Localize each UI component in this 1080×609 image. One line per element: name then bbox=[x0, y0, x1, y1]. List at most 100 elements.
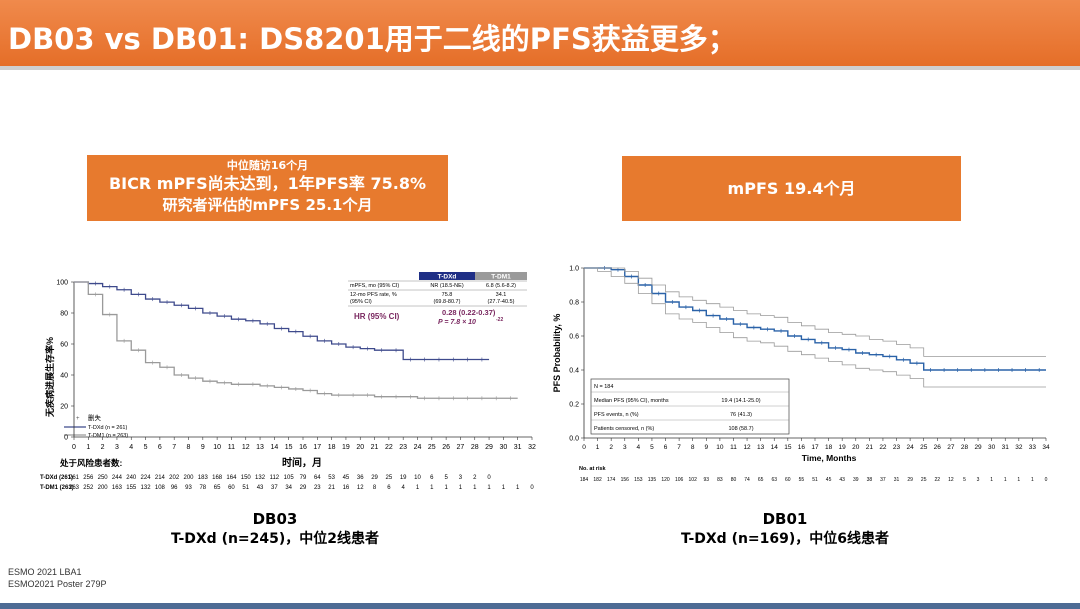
risk-table-title: No. at risk bbox=[579, 466, 607, 472]
x-tick-label: 25 bbox=[428, 444, 436, 451]
caption-db01-name: DB01 bbox=[762, 510, 808, 528]
x-tick-label: 17 bbox=[313, 444, 321, 451]
x-tick-label: 21 bbox=[866, 444, 874, 451]
x-tick-label: 17 bbox=[811, 444, 819, 451]
risk-value: 0 bbox=[487, 475, 491, 481]
risk-value: 244 bbox=[112, 475, 123, 481]
header-bar: DB03 vs DB01: DS8201用于二线的PFS获益更多； bbox=[0, 0, 1080, 70]
risk-value: 37 bbox=[271, 485, 278, 491]
risk-value: 65 bbox=[214, 485, 221, 491]
x-tick-label: 1 bbox=[596, 444, 600, 451]
series-line-estimate bbox=[584, 267, 1046, 371]
risk-value: 1 bbox=[430, 485, 434, 491]
x-tick-label: 11 bbox=[730, 444, 737, 451]
x-tick-label: 2 bbox=[101, 444, 105, 451]
x-tick-label: 9 bbox=[704, 444, 708, 451]
risk-value: 21 bbox=[328, 485, 335, 491]
x-tick-label: 28 bbox=[961, 444, 969, 451]
x-tick-label: 15 bbox=[784, 444, 792, 451]
risk-value: 3 bbox=[977, 477, 980, 483]
caption-db01-desc: T-DXd (n=169)，中位6线患者 bbox=[680, 531, 890, 547]
x-tick-label: 15 bbox=[285, 444, 293, 451]
x-tick-label: 31 bbox=[514, 444, 522, 451]
stats-box: N = 184 Median PFS (95% CI), months 19.4… bbox=[590, 378, 790, 435]
risk-value: 39 bbox=[853, 477, 859, 483]
risk-value: 0 bbox=[1045, 477, 1048, 483]
risk-value: 150 bbox=[241, 475, 252, 481]
risk-value: 163 bbox=[112, 485, 123, 491]
risk-value: 135 bbox=[648, 477, 657, 483]
x-tick-label: 18 bbox=[328, 444, 336, 451]
y-axis-label: PFS Probability, % bbox=[552, 314, 562, 393]
risk-value: 93 bbox=[704, 477, 710, 483]
stats-table: T-DXd T-DM1 mPFS, mo (95% CI) NR (18.5-N… bbox=[348, 272, 527, 326]
y-tick-label: 100 bbox=[56, 280, 68, 287]
y-tick-label: 1.0 bbox=[569, 266, 579, 273]
risk-value: 51 bbox=[812, 477, 818, 483]
risk-value: 51 bbox=[242, 485, 249, 491]
hr-label: HR (95% CI) bbox=[354, 312, 400, 321]
bottom-bar bbox=[0, 603, 1080, 609]
legend-label-tdm1: T-DM1 (n = 263) bbox=[88, 433, 128, 439]
x-tick-label: 8 bbox=[187, 444, 191, 451]
y-tick-label: 60 bbox=[60, 342, 68, 349]
x-tick-label: 27 bbox=[947, 444, 955, 451]
risk-value: 1 bbox=[416, 485, 420, 491]
risk-value: 1 bbox=[1017, 477, 1020, 483]
x-tick-label: 0 bbox=[582, 444, 586, 451]
risk-value: 1 bbox=[459, 485, 463, 491]
risk-value: 5 bbox=[444, 475, 448, 481]
legend-title: 删失 bbox=[88, 413, 102, 422]
x-tick-label: 32 bbox=[528, 444, 536, 451]
risk-value: 132 bbox=[141, 485, 152, 491]
y-tick-label: 40 bbox=[60, 373, 68, 380]
risk-value: 214 bbox=[155, 475, 166, 481]
x-axis-label: 时间，月 bbox=[282, 456, 322, 469]
x-tick-label: 20 bbox=[356, 444, 364, 451]
stats-median-value: 19.4 (14.1-25.0) bbox=[721, 398, 760, 404]
risk-value: 6 bbox=[387, 485, 391, 491]
summary-followup: 中位随访16个月 bbox=[226, 159, 309, 172]
risk-value: 1 bbox=[1004, 477, 1007, 483]
x-tick-label: 12 bbox=[743, 444, 751, 451]
table-header-tdm1: T-DM1 bbox=[491, 274, 511, 281]
x-tick-label: 29 bbox=[485, 444, 493, 451]
stats-events-label: PFS events, n (%) bbox=[594, 412, 639, 418]
series-line-t-dxd bbox=[74, 281, 490, 361]
x-tick-label: 5 bbox=[650, 444, 654, 451]
risk-value: 2 bbox=[473, 475, 477, 481]
risk-value: 164 bbox=[226, 475, 237, 481]
x-tick-label: 32 bbox=[1015, 444, 1023, 451]
risk-value: 37 bbox=[880, 477, 886, 483]
x-tick-label: 25 bbox=[920, 444, 928, 451]
risk-value: 25 bbox=[386, 475, 393, 481]
risk-value: 53 bbox=[328, 475, 335, 481]
risk-value: 1 bbox=[516, 485, 520, 491]
risk-table-title: 处于风险患者数: bbox=[59, 458, 123, 468]
table-row-rate-tdxd: 75.8 bbox=[442, 292, 453, 298]
x-tick-label: 23 bbox=[399, 444, 407, 451]
risk-row-label: T-DXd (261) bbox=[40, 475, 73, 481]
x-tick-label: 24 bbox=[907, 444, 915, 451]
y-tick-label: 80 bbox=[60, 311, 68, 318]
risk-value: 155 bbox=[126, 485, 137, 491]
x-tick-label: 8 bbox=[691, 444, 695, 451]
risk-value: 29 bbox=[371, 475, 378, 481]
page-title: DB03 vs DB01: DS8201用于二线的PFS获益更多； bbox=[8, 22, 737, 56]
stats-n: N = 184 bbox=[594, 384, 613, 390]
x-tick-label: 1 bbox=[86, 444, 90, 451]
table-row-ci-tdxd: (69.8-80.7) bbox=[434, 299, 461, 305]
summary-investigator: 研究者评估的mPFS 25.1个月 bbox=[162, 196, 373, 214]
risk-value: 102 bbox=[689, 477, 698, 483]
y-tick-label: 0.4 bbox=[569, 368, 579, 375]
x-tick-label: 2 bbox=[609, 444, 613, 451]
risk-value: 4 bbox=[402, 485, 406, 491]
x-tick-label: 33 bbox=[1029, 444, 1037, 451]
x-tick-label: 9 bbox=[201, 444, 205, 451]
risk-value: 22 bbox=[935, 477, 941, 483]
x-tick-label: 16 bbox=[299, 444, 307, 451]
risk-row-label: T-DM1 (263) bbox=[40, 485, 74, 491]
p-value: P = 7.8 × 10 bbox=[438, 319, 476, 326]
x-tick-label: 0 bbox=[72, 444, 76, 451]
risk-value: 202 bbox=[169, 475, 180, 481]
